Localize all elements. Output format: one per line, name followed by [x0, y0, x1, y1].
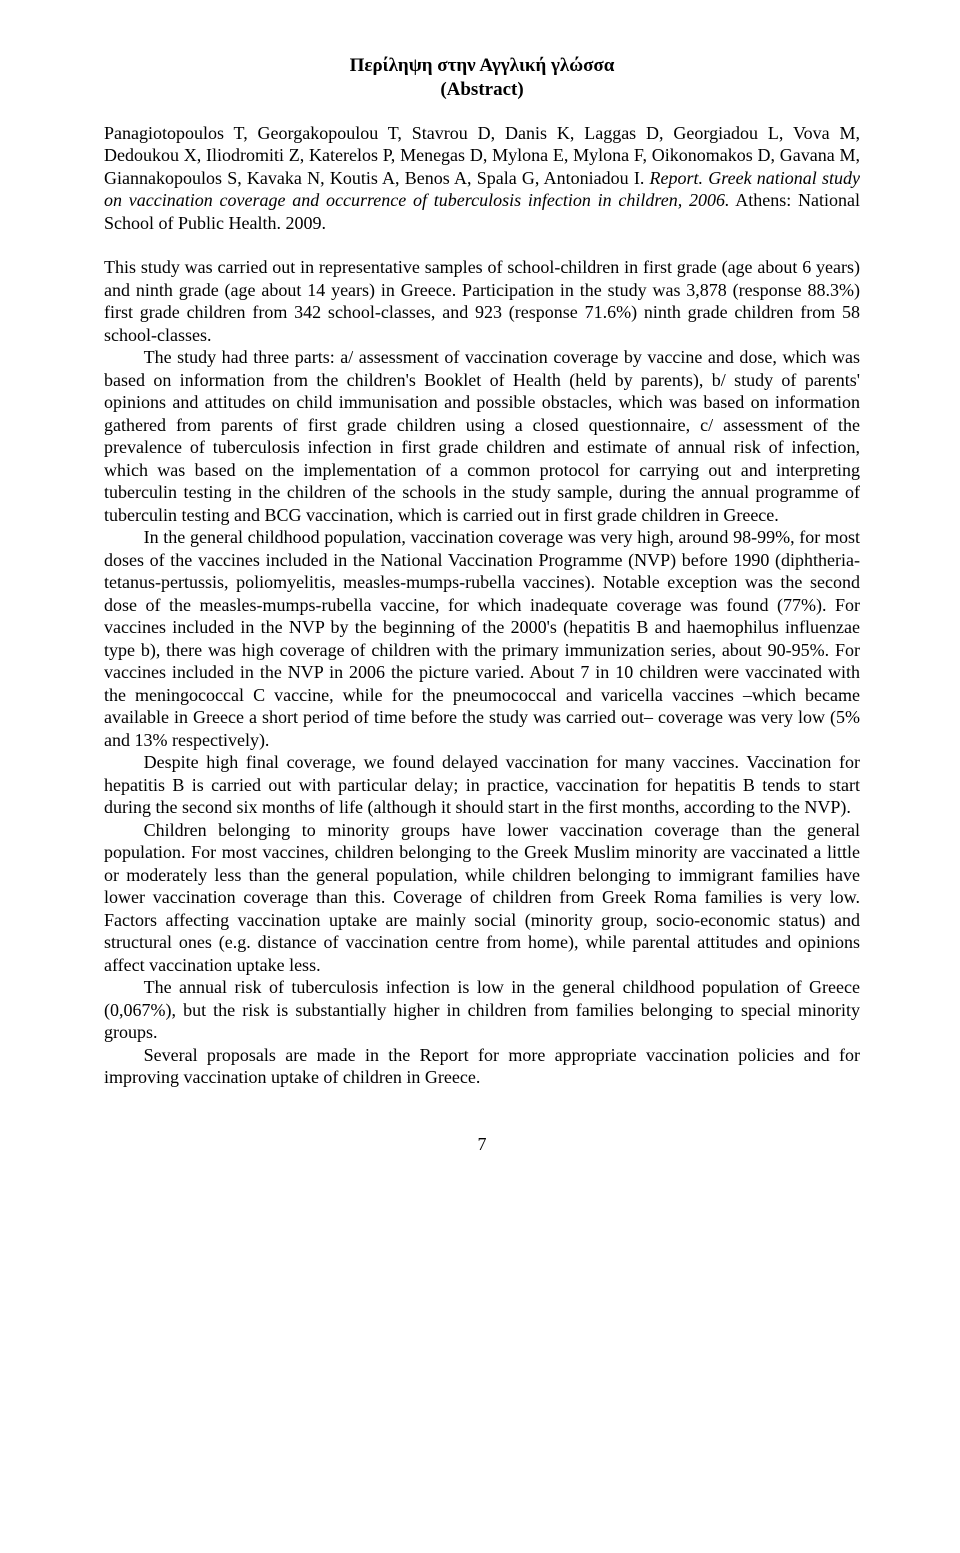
- paragraph-4: Despite high final coverage, we found de…: [104, 751, 860, 819]
- abstract-body: This study was carried out in representa…: [104, 256, 860, 1089]
- paragraph-1: This study was carried out in representa…: [104, 256, 860, 346]
- citation-block: Panagiotopoulos T, Georgakopoulou T, Sta…: [104, 122, 860, 235]
- title-line-2: (Abstract): [104, 78, 860, 102]
- paragraph-2: The study had three parts: a/ assessment…: [104, 346, 860, 526]
- abstract-title: Περίληψη στην Αγγλική γλώσσα (Abstract): [104, 54, 860, 102]
- paragraph-6: The annual risk of tuberculosis infectio…: [104, 976, 860, 1044]
- title-line-1: Περίληψη στην Αγγλική γλώσσα: [104, 54, 860, 78]
- paragraph-5: Children belonging to minority groups ha…: [104, 819, 860, 977]
- page-number: 7: [104, 1133, 860, 1156]
- paragraph-3: In the general childhood population, vac…: [104, 526, 860, 751]
- paragraph-7: Several proposals are made in the Report…: [104, 1044, 860, 1089]
